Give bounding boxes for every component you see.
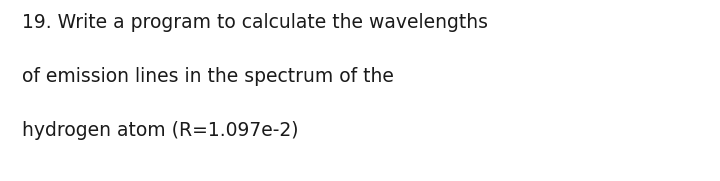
Text: of emission lines in the spectrum of the: of emission lines in the spectrum of the xyxy=(22,67,393,86)
Text: hydrogen atom (R=1.097e-2): hydrogen atom (R=1.097e-2) xyxy=(22,121,298,140)
Text: 19. Write a program to calculate the wavelengths: 19. Write a program to calculate the wav… xyxy=(22,13,487,32)
